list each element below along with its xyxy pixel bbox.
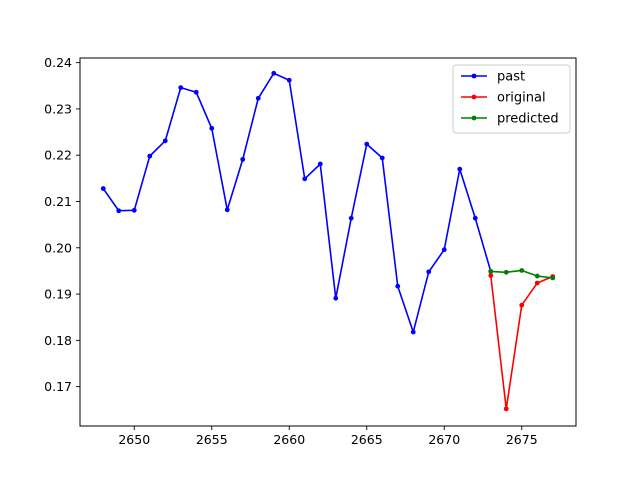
data-point-past: [209, 125, 215, 131]
data-point-past: [240, 156, 246, 162]
data-point-original: [503, 406, 509, 412]
data-point-past: [271, 70, 277, 76]
y-tick-label: 0.17: [44, 379, 72, 394]
data-point-past: [193, 89, 199, 95]
data-point-predicted: [519, 268, 525, 273]
data-point-predicted: [550, 275, 556, 281]
legend-label-predicted: predicted: [497, 112, 559, 127]
data-point-past: [317, 161, 323, 167]
data-point-past: [348, 215, 354, 221]
data-point-past: [147, 153, 153, 159]
x-tick-label: 2660: [273, 432, 305, 447]
y-tick-label: 0.24: [44, 55, 72, 70]
series-line-past: [102, 72, 492, 333]
y-tick-label: 0.22: [44, 148, 72, 163]
data-point-past: [395, 283, 401, 289]
data-point-predicted: [534, 273, 540, 279]
legend-marker-predicted: [471, 115, 477, 121]
data-point-past: [472, 215, 478, 221]
y-tick-label: 0.19: [44, 287, 72, 302]
data-point-past: [255, 95, 261, 101]
data-point-predicted: [488, 268, 494, 274]
x-tick-label: 2670: [428, 432, 460, 447]
axes: 2650 2655 2660 2665 2670 2675 0.17 0.18 0.19 0.20…: [44, 55, 577, 447]
data-point-past: [441, 247, 447, 253]
data-point-original: [488, 273, 494, 278]
x-tick-label: 2675: [506, 432, 538, 447]
data-point-past: [162, 138, 168, 144]
y-tick-label: 0.18: [44, 333, 72, 348]
axes-frame: [79, 57, 577, 427]
data-point-predicted: [503, 269, 509, 275]
y-tick-label: 0.21: [44, 194, 72, 209]
data-point-past: [131, 207, 137, 213]
x-tick-label: 2650: [118, 432, 150, 447]
data-point-past: [426, 269, 432, 275]
legend-marker-original: [471, 94, 477, 100]
data-point-past: [333, 295, 339, 301]
data-point-original: [519, 302, 525, 308]
y-tick-label: 0.23: [44, 101, 72, 116]
data-point-past: [410, 329, 416, 335]
x-tick-label: 2655: [196, 432, 228, 447]
legend-label-original: original: [497, 91, 546, 106]
legend-box: [452, 64, 571, 134]
plot-area: [100, 70, 556, 412]
data-point-original: [534, 280, 540, 286]
data-point-past: [302, 176, 308, 182]
legend-label-past: past: [497, 70, 525, 85]
legend-marker-past: [471, 73, 477, 79]
data-point-past: [224, 207, 230, 213]
data-point-past: [100, 186, 106, 191]
data-point-past: [178, 85, 184, 91]
legend: past original predicted: [452, 64, 571, 134]
data-point-past: [379, 155, 385, 161]
x-tick-label: 2665: [351, 432, 383, 447]
data-point-past: [286, 77, 292, 83]
y-tick-label: 0.20: [44, 240, 72, 255]
data-point-past: [364, 141, 370, 147]
data-point-past: [457, 166, 463, 172]
data-point-past: [116, 208, 122, 214]
